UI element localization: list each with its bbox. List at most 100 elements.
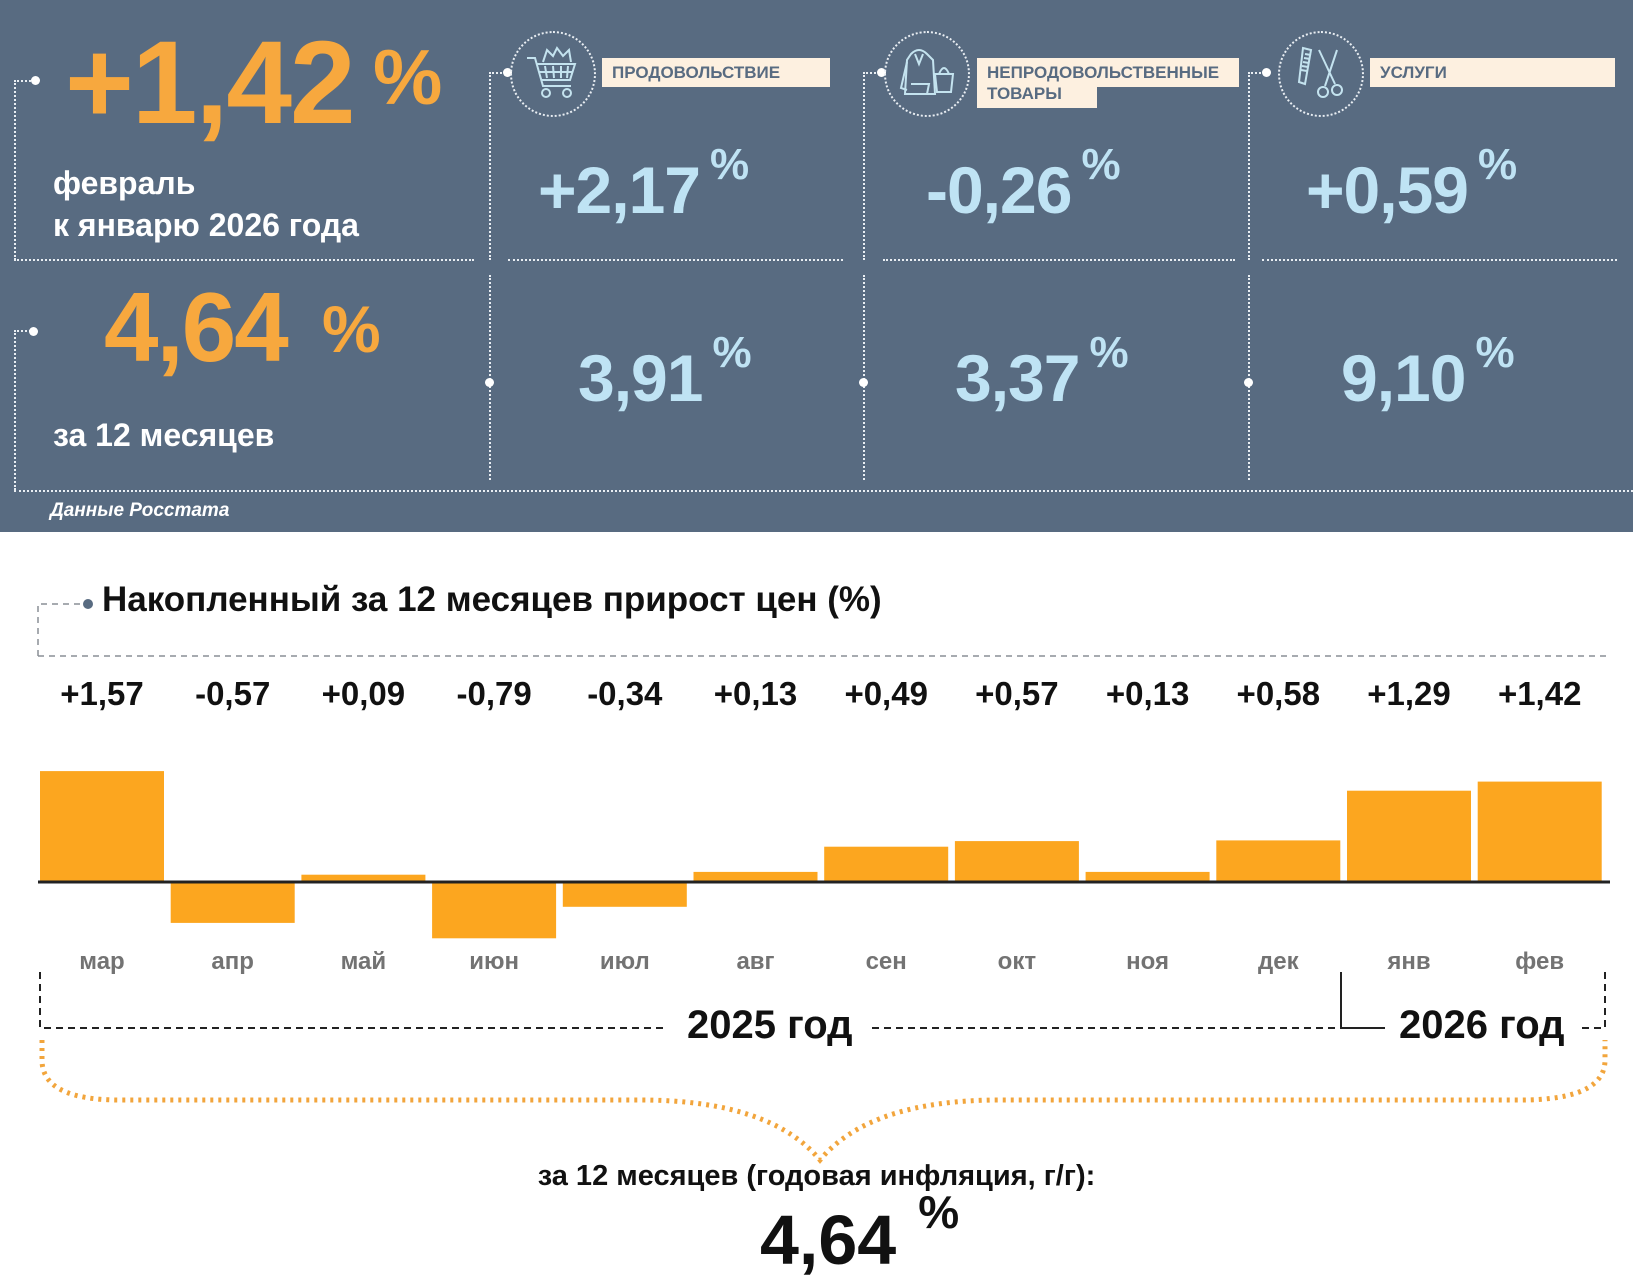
- year-2025-bracket: [39, 972, 668, 1029]
- divider-line: [508, 259, 843, 261]
- frame-line: [14, 80, 16, 260]
- chart-title: Накопленный за 12 месяцев прирост цен (%…: [102, 580, 882, 619]
- shopping-cart-icon: [527, 46, 577, 98]
- month-label: дек: [1258, 948, 1299, 975]
- month-label: ноя: [1126, 948, 1170, 975]
- annual-change-value: 4,64%: [104, 272, 381, 382]
- bar-апр: [170, 883, 295, 923]
- bar-окт: [954, 841, 1079, 881]
- frame-line: [1248, 72, 1250, 260]
- services-monthly-value: +0,59%: [1306, 140, 1517, 228]
- title-bullet: [83, 599, 93, 609]
- month-label: апр: [211, 948, 254, 975]
- annual-caption: за 12 месяцев: [53, 417, 275, 453]
- annual-change-number: 4,64: [104, 272, 289, 382]
- year-label-2026: 2026 год: [1385, 1003, 1579, 1048]
- month-label: июл: [599, 948, 650, 975]
- category-label-text: НЕПРОДОВОЛЬСТВЕННЫЕ: [987, 63, 1220, 82]
- month-label: июн: [469, 948, 519, 975]
- frame-line: [863, 72, 865, 260]
- monthly-change-value: +1,42%: [65, 18, 442, 148]
- annual-inflation-value: 4,64%: [760, 1186, 959, 1280]
- value-number: 3,91: [578, 341, 703, 415]
- monthly-caption-line2: к январю 2026 года: [53, 207, 359, 243]
- value-label: -0,79: [456, 675, 532, 712]
- frame-line: [1248, 275, 1250, 480]
- percent-sign: %: [1089, 328, 1128, 377]
- comb-scissors-icon: [1297, 46, 1343, 98]
- monthly-caption-line1: февраль: [53, 165, 196, 201]
- value-label: +1,57: [60, 675, 144, 712]
- annual-inflation-caption: за 12 месяцев (годовая инфляция, г/г):: [537, 1160, 1096, 1192]
- percent-sign: %: [373, 33, 442, 121]
- bar-фев: [1477, 781, 1602, 881]
- value-label: +0,58: [1236, 675, 1321, 712]
- services-annual-value: 9,10%: [1341, 328, 1515, 416]
- title-bracket: [37, 603, 80, 656]
- connector-dot: [485, 378, 494, 387]
- bar-июл: [562, 883, 687, 907]
- connector-dot: [29, 327, 38, 336]
- non-food-annual-value: 3,37%: [955, 328, 1129, 416]
- value-number: 9,10: [1341, 341, 1466, 415]
- bar-июн: [432, 883, 557, 939]
- value-label: +1,29: [1367, 675, 1451, 712]
- value-label: +0,49: [844, 675, 928, 712]
- value-number: +2,17: [538, 153, 701, 227]
- value-label: +1,42: [1497, 675, 1582, 712]
- frame-line: [863, 72, 883, 74]
- month-label: окт: [997, 948, 1037, 975]
- value-label: +0,09: [321, 675, 406, 712]
- month-label: май: [340, 948, 387, 975]
- year-divider: [1340, 972, 1392, 1029]
- connector-dot: [1262, 68, 1271, 77]
- frame-line: [1248, 72, 1268, 74]
- frame-line: [14, 330, 16, 490]
- connector-dot: [877, 68, 886, 77]
- frame-line: [14, 80, 34, 82]
- percent-sign: %: [918, 1186, 960, 1238]
- divider-line: [14, 490, 1633, 492]
- value-label: +0,13: [1105, 675, 1190, 712]
- bar-май: [301, 874, 426, 881]
- value-number: +0,59: [1306, 153, 1469, 227]
- twelve-month-brace: [39, 1040, 1608, 1164]
- bar-дек: [1216, 840, 1341, 881]
- percent-sign: %: [1081, 140, 1120, 189]
- percent-sign: %: [1478, 140, 1517, 189]
- frame-line: [489, 275, 491, 480]
- month-label: сен: [865, 948, 907, 975]
- frame-line: [14, 330, 34, 332]
- summary-panel: +1,42% февраль к январю 2026 года 4,64% …: [0, 0, 1633, 532]
- month-label: авг: [736, 948, 775, 975]
- category-icon-frame: [510, 31, 596, 117]
- percent-sign: %: [710, 140, 749, 189]
- connector-dot: [503, 68, 512, 77]
- category-label-text: ПРОДОВОЛЬСТВИЕ: [612, 63, 781, 82]
- year-label-2025: 2025 год: [673, 1003, 867, 1048]
- bar-янв: [1347, 790, 1471, 881]
- value-label: +0,57: [975, 675, 1059, 712]
- bar-ноя: [1085, 871, 1210, 881]
- percent-sign: %: [1475, 328, 1514, 377]
- bar-мар: [40, 771, 164, 881]
- frame-line: [489, 72, 491, 260]
- percent-sign: %: [712, 328, 751, 377]
- frame-line: [863, 275, 865, 480]
- year-2026-bracket: [1570, 970, 1606, 1029]
- value-label: -0,57: [195, 675, 271, 712]
- bar-сен: [824, 846, 949, 881]
- non-food-monthly-value: -0,26%: [926, 140, 1121, 228]
- clothing-bag-icon: [899, 49, 955, 95]
- category-icon-frame: [884, 31, 970, 117]
- annual-inflation-number: 4,64: [760, 1201, 897, 1279]
- value-number: 3,37: [955, 341, 1080, 415]
- month-label: мар: [79, 948, 125, 975]
- category-label: ПРОДОВОЛЬСТВИЕ: [602, 58, 830, 87]
- percent-sign: %: [322, 292, 381, 366]
- category-label: УСЛУГИ: [1370, 58, 1615, 87]
- category-label: ТОВАРЫ: [977, 82, 1097, 108]
- category-label-text: УСЛУГИ: [1380, 63, 1447, 82]
- value-label: -0,34: [587, 675, 663, 712]
- frame-line: [489, 72, 509, 74]
